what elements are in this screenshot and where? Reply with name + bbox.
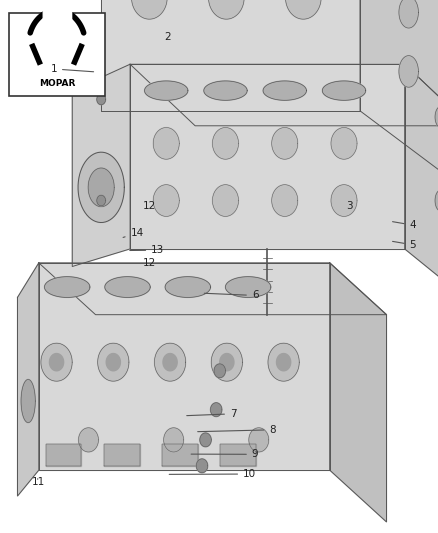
- Polygon shape: [196, 459, 208, 473]
- Text: 2: 2: [164, 32, 171, 42]
- Text: 9: 9: [191, 449, 258, 459]
- Polygon shape: [399, 0, 418, 28]
- Polygon shape: [41, 343, 72, 381]
- Bar: [46, 444, 81, 466]
- Polygon shape: [78, 428, 99, 452]
- Polygon shape: [130, 64, 405, 249]
- Polygon shape: [45, 277, 90, 297]
- Polygon shape: [286, 0, 321, 19]
- Polygon shape: [98, 343, 129, 381]
- Text: 13: 13: [130, 245, 164, 255]
- Bar: [104, 444, 140, 466]
- Polygon shape: [212, 185, 238, 216]
- Polygon shape: [249, 428, 268, 452]
- Polygon shape: [18, 263, 39, 496]
- Polygon shape: [49, 353, 64, 371]
- Polygon shape: [211, 343, 243, 381]
- Polygon shape: [405, 64, 438, 302]
- Polygon shape: [155, 343, 186, 381]
- Polygon shape: [435, 107, 438, 127]
- Polygon shape: [131, 0, 167, 19]
- Polygon shape: [153, 127, 179, 159]
- Polygon shape: [97, 195, 106, 206]
- Polygon shape: [330, 263, 386, 522]
- Polygon shape: [272, 185, 298, 216]
- Polygon shape: [78, 152, 124, 222]
- Polygon shape: [39, 263, 386, 314]
- Polygon shape: [101, 0, 360, 111]
- Polygon shape: [21, 379, 35, 423]
- Polygon shape: [263, 81, 307, 100]
- Polygon shape: [72, 64, 130, 266]
- Polygon shape: [106, 353, 120, 371]
- Polygon shape: [145, 81, 188, 100]
- Polygon shape: [268, 343, 299, 381]
- Bar: [162, 444, 198, 466]
- Polygon shape: [214, 364, 226, 378]
- Text: 5: 5: [392, 240, 416, 250]
- Polygon shape: [399, 55, 418, 87]
- Text: 7: 7: [187, 409, 237, 419]
- FancyBboxPatch shape: [9, 13, 105, 96]
- Polygon shape: [200, 433, 211, 447]
- Polygon shape: [130, 64, 438, 126]
- Polygon shape: [97, 94, 106, 104]
- Polygon shape: [276, 353, 291, 371]
- Polygon shape: [165, 277, 211, 297]
- Polygon shape: [331, 127, 357, 159]
- Text: MOPAR: MOPAR: [39, 79, 75, 88]
- Polygon shape: [322, 81, 366, 100]
- Polygon shape: [204, 81, 247, 100]
- Polygon shape: [208, 0, 244, 19]
- Bar: [220, 444, 256, 466]
- Polygon shape: [105, 277, 150, 297]
- Text: 12: 12: [142, 259, 155, 269]
- Text: 14: 14: [123, 228, 144, 238]
- Text: 4: 4: [392, 220, 416, 230]
- Polygon shape: [88, 168, 114, 207]
- Polygon shape: [39, 263, 330, 470]
- Text: 11: 11: [32, 477, 45, 487]
- Polygon shape: [220, 353, 234, 371]
- Text: 6: 6: [204, 290, 258, 301]
- Polygon shape: [211, 403, 222, 417]
- Polygon shape: [226, 277, 271, 297]
- Polygon shape: [153, 185, 179, 216]
- Text: 3: 3: [346, 201, 353, 211]
- Polygon shape: [163, 353, 177, 371]
- Polygon shape: [212, 127, 238, 159]
- Text: 10: 10: [169, 469, 256, 479]
- Text: 8: 8: [198, 425, 276, 435]
- Polygon shape: [164, 428, 184, 452]
- Text: 1: 1: [50, 64, 94, 74]
- Polygon shape: [360, 0, 438, 190]
- Polygon shape: [331, 185, 357, 216]
- Polygon shape: [435, 190, 438, 211]
- Polygon shape: [272, 127, 298, 159]
- Text: 12: 12: [142, 201, 155, 212]
